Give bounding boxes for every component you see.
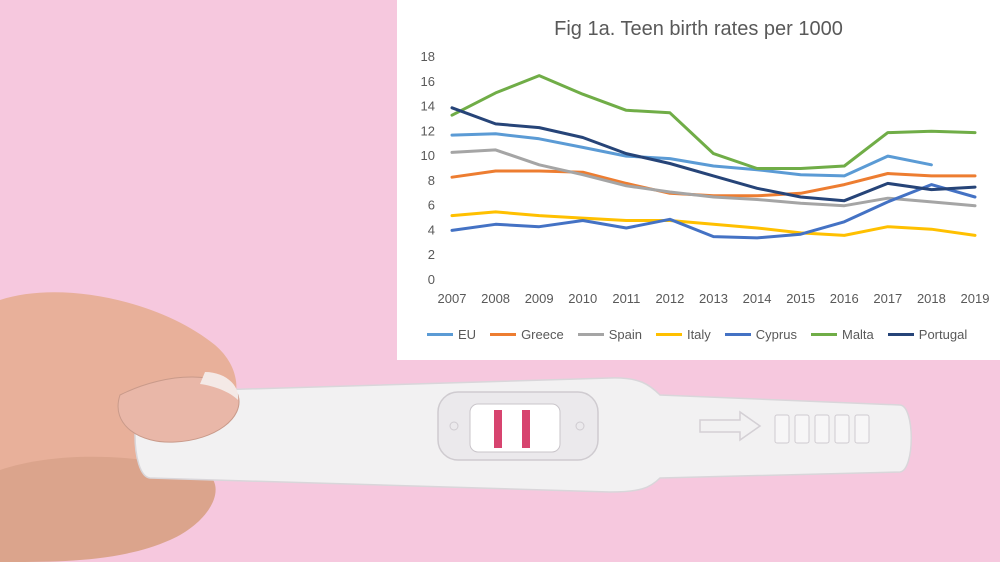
legend-label: Italy [686, 327, 711, 342]
x-tick-label: 2018 [917, 291, 946, 306]
y-tick-label: 18 [421, 49, 435, 64]
result-window [469, 403, 561, 453]
legend-label: Greece [521, 327, 564, 342]
y-tick-label: 2 [428, 247, 435, 262]
y-tick-label: 8 [428, 173, 435, 188]
y-tick-label: 16 [421, 74, 435, 89]
y-tick-label: 14 [421, 99, 435, 114]
legend-label: EU [458, 327, 477, 342]
chart-panel: Fig 1a. Teen birth rates per 1000 0 2 4 6 8 1… [397, 0, 1000, 360]
x-tick-label: 2014 [743, 291, 772, 306]
legend-item-portugal: Portugal [887, 327, 968, 342]
chart-legend: EU Greece Spain Italy Cyprus Malta Portugal [427, 327, 987, 342]
x-tick-label: 2019 [961, 291, 990, 306]
legend-swatch [490, 333, 517, 336]
series-line-italy [450, 210, 977, 237]
legend-item-spain: Spain [577, 327, 642, 342]
y-tick-label: 6 [428, 198, 435, 213]
legend-item-italy: Italy [655, 327, 711, 342]
legend-swatch [655, 333, 682, 336]
y-tick-label: 4 [428, 222, 435, 237]
window-dot-right [575, 421, 585, 431]
series-line-malta [450, 74, 977, 170]
hand-finger [0, 456, 216, 562]
legend-swatch [427, 333, 453, 336]
series-line-eu [450, 132, 933, 178]
legend-swatch [810, 333, 837, 336]
legend-label: Malta [841, 327, 874, 342]
y-tick-label: 0 [428, 272, 435, 287]
x-tick-label: 2017 [873, 291, 902, 306]
control-line [494, 410, 502, 448]
absorbent-tip-slots [774, 414, 870, 444]
line-chart: 0 2 4 6 8 10 12 14 16 18 2007 2008 2009 2010 2011 2012 2… [421, 49, 990, 306]
series-line-portugal [450, 106, 977, 203]
series-line-spain [450, 148, 977, 208]
x-tick-label: 2011 [612, 291, 640, 306]
legend-label: Spain [608, 327, 642, 342]
x-tick-label: 2012 [655, 291, 684, 306]
legend-item-malta: Malta [810, 327, 874, 342]
x-tick-label: 2016 [830, 291, 859, 306]
legend-label: Cyprus [755, 327, 797, 342]
legend-label: Portugal [918, 327, 968, 342]
y-tick-label: 12 [421, 123, 435, 138]
legend-swatch [724, 333, 751, 336]
legend-swatch [577, 333, 604, 336]
x-tick-label: 2010 [568, 291, 597, 306]
test-line [522, 410, 530, 448]
thumb-nail-tip [200, 372, 239, 400]
x-tick-label: 2008 [481, 291, 510, 306]
legend-item-greece: Greece [490, 327, 564, 342]
window-dot-left [449, 421, 459, 431]
chart-title: Fig 1a. Teen birth rates per 1000 [554, 18, 843, 40]
thumb-nail [117, 376, 240, 443]
y-tick-label: 10 [421, 148, 435, 163]
legend-swatch [887, 333, 914, 336]
legend-item-cyprus: Cyprus [724, 327, 797, 342]
series-line-cyprus [450, 183, 977, 240]
x-tick-label: 2015 [786, 291, 815, 306]
arrow-icon [699, 410, 762, 442]
x-tick-label: 2007 [438, 291, 467, 306]
x-tick-label: 2013 [699, 291, 728, 306]
legend-item-eu: EU [427, 327, 476, 342]
x-tick-label: 2009 [525, 291, 554, 306]
